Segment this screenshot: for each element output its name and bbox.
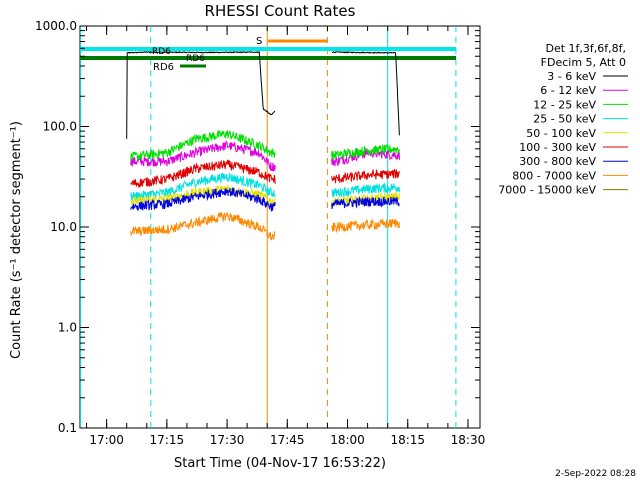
annotation-rd6-c: RD6	[153, 62, 174, 73]
x-tick-label: 18:30	[451, 433, 486, 447]
footer-date: 2-Sep-2022 08:28	[555, 469, 636, 479]
series-line-6	[130, 187, 400, 212]
legend-entry-label: 50 - 100 keV	[526, 127, 596, 140]
legend-header-1: Det 1f,3f,6f,8f,	[545, 42, 626, 55]
annotation-rd6-b: RD6	[186, 54, 205, 64]
y-tick-label: 1.0	[58, 321, 77, 335]
x-tick-label: 17:00	[89, 433, 124, 447]
vertical-lines	[80, 26, 457, 428]
annotation-s: S	[256, 36, 262, 47]
chart-title: RHESSI Count Rates	[205, 2, 356, 20]
x-tick-label: 18:00	[330, 433, 365, 447]
annotation-rd6-a: RD6	[152, 47, 171, 57]
annotation-bars	[80, 39, 456, 68]
legend-entry-label: 12 - 25 keV	[533, 98, 596, 111]
y-tick-label: 0.1	[58, 421, 77, 435]
series-line-1	[130, 139, 400, 172]
legend-entry-label: 3 - 6 keV	[547, 70, 596, 83]
y-tick-label: 100.0	[43, 120, 77, 134]
y-axis-ticks: 0.1 1.0 10.0 100.0 1000.0	[35, 19, 480, 435]
series-line-7	[130, 210, 400, 241]
x-tick-label: 18:15	[390, 433, 425, 447]
x-tick-label: 17:45	[270, 433, 305, 447]
series-line-3	[130, 172, 400, 202]
legend-entry-label: 7000 - 15000 keV	[498, 184, 596, 197]
series-line-0	[126, 50, 400, 139]
x-axis-label: Start Time (04-Nov-17 16:53:22)	[174, 456, 386, 471]
series-line-2	[130, 130, 400, 162]
legend-header-2: FDecim 5, Att 0	[541, 56, 626, 69]
series-lines	[126, 50, 400, 241]
legend-entry-label: 6 - 12 keV	[540, 84, 596, 97]
legend-entry-label: 800 - 7000 keV	[512, 169, 596, 182]
y-tick-label: 1000.0	[35, 19, 77, 33]
series-line-5	[130, 159, 400, 188]
legend-entry-label: 25 - 50 keV	[533, 113, 596, 126]
legend-entry-label: 300 - 800 keV	[519, 155, 596, 168]
x-axis-ticks: 17:00 17:15 17:30 17:45 18:00 18:15 18:30	[86, 26, 486, 447]
legend-entry-label: 100 - 300 keV	[519, 141, 596, 154]
y-axis-label: Count Rate (s⁻¹ detector segment⁻¹)	[9, 121, 24, 359]
x-tick-label: 17:15	[150, 433, 185, 447]
x-tick-label: 17:30	[210, 433, 245, 447]
y-tick-label: 10.0	[50, 220, 77, 234]
